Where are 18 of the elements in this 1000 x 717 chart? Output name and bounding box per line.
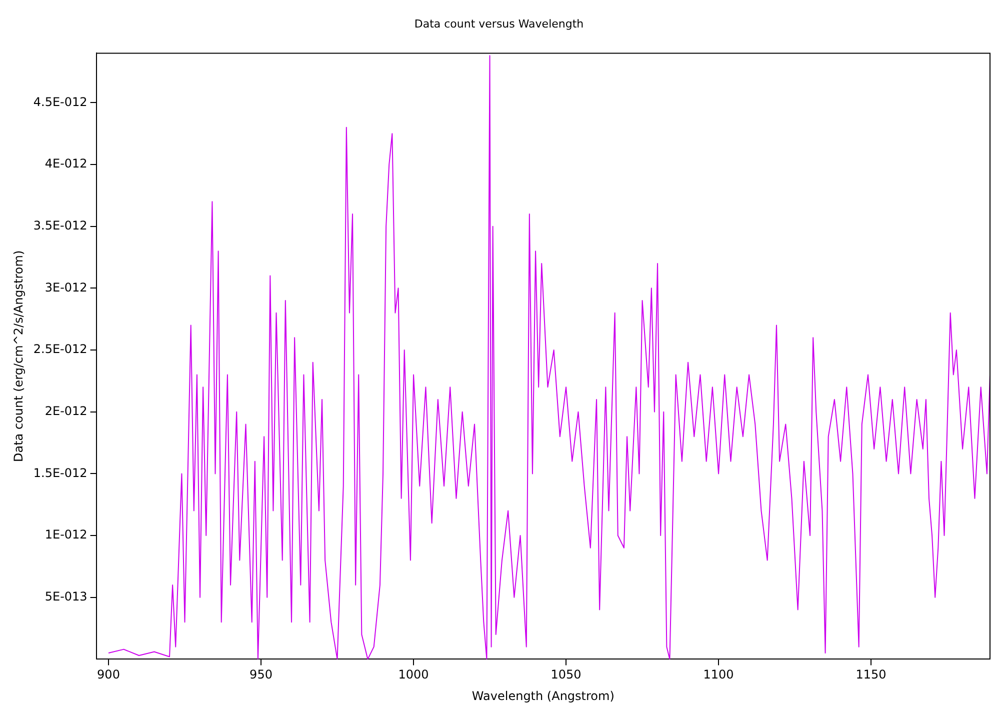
y-tick-label: 1.5E-012 <box>33 466 88 480</box>
y-tick-label: 5E-013 <box>44 589 88 604</box>
y-tick-label: 2.5E-012 <box>33 342 88 356</box>
x-tick-label: 1000 <box>398 668 429 682</box>
chart-title: Data count versus Wavelength <box>414 17 584 30</box>
y-tick-label: 4E-012 <box>44 156 88 171</box>
x-tick-label: 1100 <box>703 668 734 682</box>
x-tick-label: 950 <box>250 668 272 682</box>
y-axis-title: Data count (erg/cm^2/s/Angstrom) <box>11 250 26 462</box>
y-tick-label: 3E-012 <box>44 280 88 294</box>
y-tick-label: 1E-012 <box>44 528 88 542</box>
x-tick-label: 1150 <box>856 668 886 682</box>
y-tick-label: 3.5E-012 <box>33 218 88 232</box>
y-tick-label: 4.5E-012 <box>33 94 88 109</box>
x-axis-title: Wavelength (Angstrom) <box>472 688 614 703</box>
x-tick-label: 1050 <box>550 668 582 682</box>
y-tick-label: 2E-012 <box>44 404 88 418</box>
x-tick-label: 900 <box>97 668 120 682</box>
